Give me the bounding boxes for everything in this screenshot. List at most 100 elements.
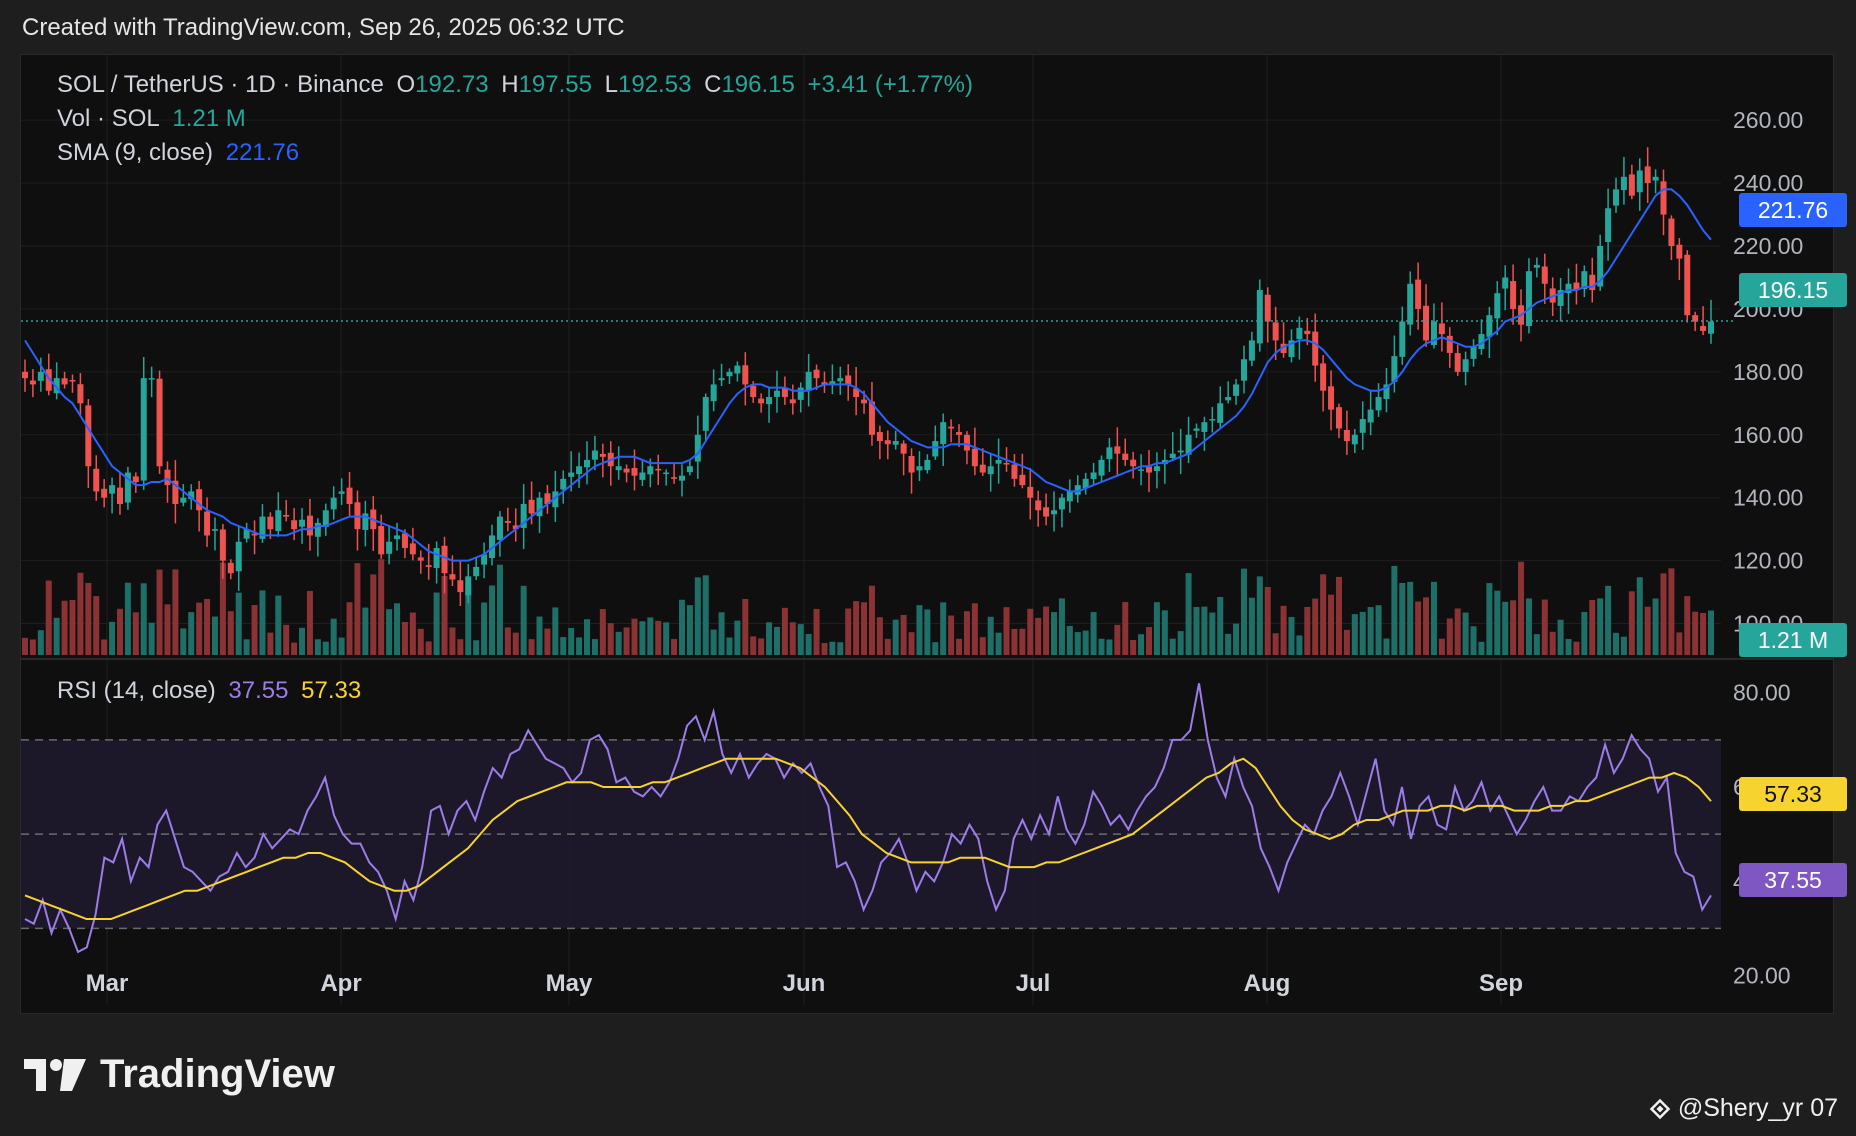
candle-body [504, 521, 511, 523]
volume-bar [116, 608, 123, 655]
volume-bar [204, 598, 211, 655]
volume-bar [1233, 623, 1240, 655]
x-tick-label: Jun [783, 970, 826, 997]
volume-bar [631, 618, 638, 655]
volume-bar [1296, 635, 1303, 655]
candle-body [1494, 293, 1501, 319]
volume-bar [53, 617, 60, 655]
candle-body [1565, 283, 1572, 294]
volume-bar [101, 639, 108, 655]
volume-bar [1027, 608, 1034, 655]
volume-bar [1193, 607, 1200, 655]
candle-body [330, 497, 337, 510]
candle-body [69, 380, 76, 382]
volume-bar [1248, 597, 1255, 655]
high-value: 197.55 [518, 71, 592, 98]
symbol-label: SOL / TetherUS · 1D · Binance [57, 71, 384, 98]
chart-panel[interactable]: 260.00 240.00 220.00 200.00 180.00 160.00 140.… [20, 54, 1847, 1014]
candle-body [758, 398, 765, 404]
volume-bar [61, 600, 68, 655]
volume-bar [164, 604, 171, 655]
volume-bar [758, 638, 765, 655]
candle-body [1058, 497, 1065, 510]
volume-bar [45, 580, 52, 655]
volume-bar [1557, 619, 1564, 655]
volume-bar [1161, 610, 1168, 655]
volume-bar [1438, 638, 1445, 655]
candle-body [22, 371, 28, 379]
volume-bar [1035, 617, 1042, 655]
candle-body [1335, 407, 1342, 429]
volume-bar [93, 596, 100, 655]
candle-body [734, 365, 741, 374]
candle-body [1684, 254, 1691, 316]
candle-body [1217, 403, 1224, 423]
low-value: 192.53 [618, 71, 692, 98]
volume-bar [362, 607, 369, 655]
candle-body [1478, 334, 1485, 349]
candle-body [520, 503, 527, 528]
candle-body [1343, 429, 1350, 442]
candle-body [623, 468, 630, 473]
candle-body [1098, 459, 1105, 476]
volume-bar [1240, 568, 1247, 655]
candle-body [1248, 340, 1255, 361]
volume-bar [1106, 639, 1113, 655]
candle-body [797, 387, 804, 400]
tradingview-logo[interactable]: TradingView [24, 1052, 335, 1097]
candle-body [773, 390, 780, 397]
candle-body [1407, 283, 1414, 325]
volume-bar [156, 569, 163, 655]
candle-body [599, 453, 606, 457]
candle-body [615, 466, 622, 471]
candle-body [948, 426, 955, 429]
candle-body [425, 565, 432, 567]
sma-value: 221.76 [225, 139, 300, 166]
candle-body [678, 475, 685, 481]
volume-bar [259, 590, 266, 655]
volume-bar [528, 639, 535, 655]
volume-bar [1146, 627, 1152, 655]
candle-body [314, 522, 321, 537]
volume-bar [251, 605, 258, 655]
chart-svg[interactable]: 260.00240.00220.00200.00180.00160.00140.… [21, 55, 1833, 1013]
volume-bar [576, 637, 583, 655]
candle-body [789, 399, 796, 404]
volume-bar [1074, 632, 1081, 655]
volume-bar [504, 627, 511, 655]
candle-body [750, 385, 757, 398]
volume-bar [1636, 577, 1643, 655]
volume-bar [1454, 608, 1461, 655]
volume-bar [1090, 612, 1097, 655]
volume-bar [987, 616, 994, 655]
volume-bar [1272, 633, 1279, 655]
volume-bar [196, 602, 203, 655]
volume-bar [1367, 607, 1374, 655]
candle-body [378, 526, 385, 555]
sma-line [24, 188, 1712, 562]
candle-body [1082, 478, 1089, 489]
volume-bar [615, 631, 622, 655]
volume-bar [1573, 641, 1580, 655]
volume-bar [948, 615, 955, 655]
candle-body [1146, 466, 1152, 473]
candle-body [267, 516, 274, 530]
volume-bar [409, 612, 416, 655]
volume-bar [394, 603, 401, 655]
candle-body [1628, 174, 1635, 196]
rsi-ma-line [24, 757, 1712, 920]
candle-body [299, 519, 306, 527]
volume-bar [940, 602, 947, 655]
volume-bar [1209, 612, 1216, 655]
volume-bar [275, 595, 282, 655]
volume-bar [963, 611, 970, 655]
volume-bar [1541, 599, 1548, 655]
candle-body [813, 369, 820, 379]
candle-body [1264, 294, 1271, 322]
candle-body [1613, 189, 1620, 206]
rsi-ma-tag: 57.33 [1739, 777, 1847, 811]
candle-body [963, 434, 970, 451]
volume-bar [1423, 597, 1430, 655]
candle-body [1668, 218, 1675, 247]
volume-bar [457, 639, 464, 655]
